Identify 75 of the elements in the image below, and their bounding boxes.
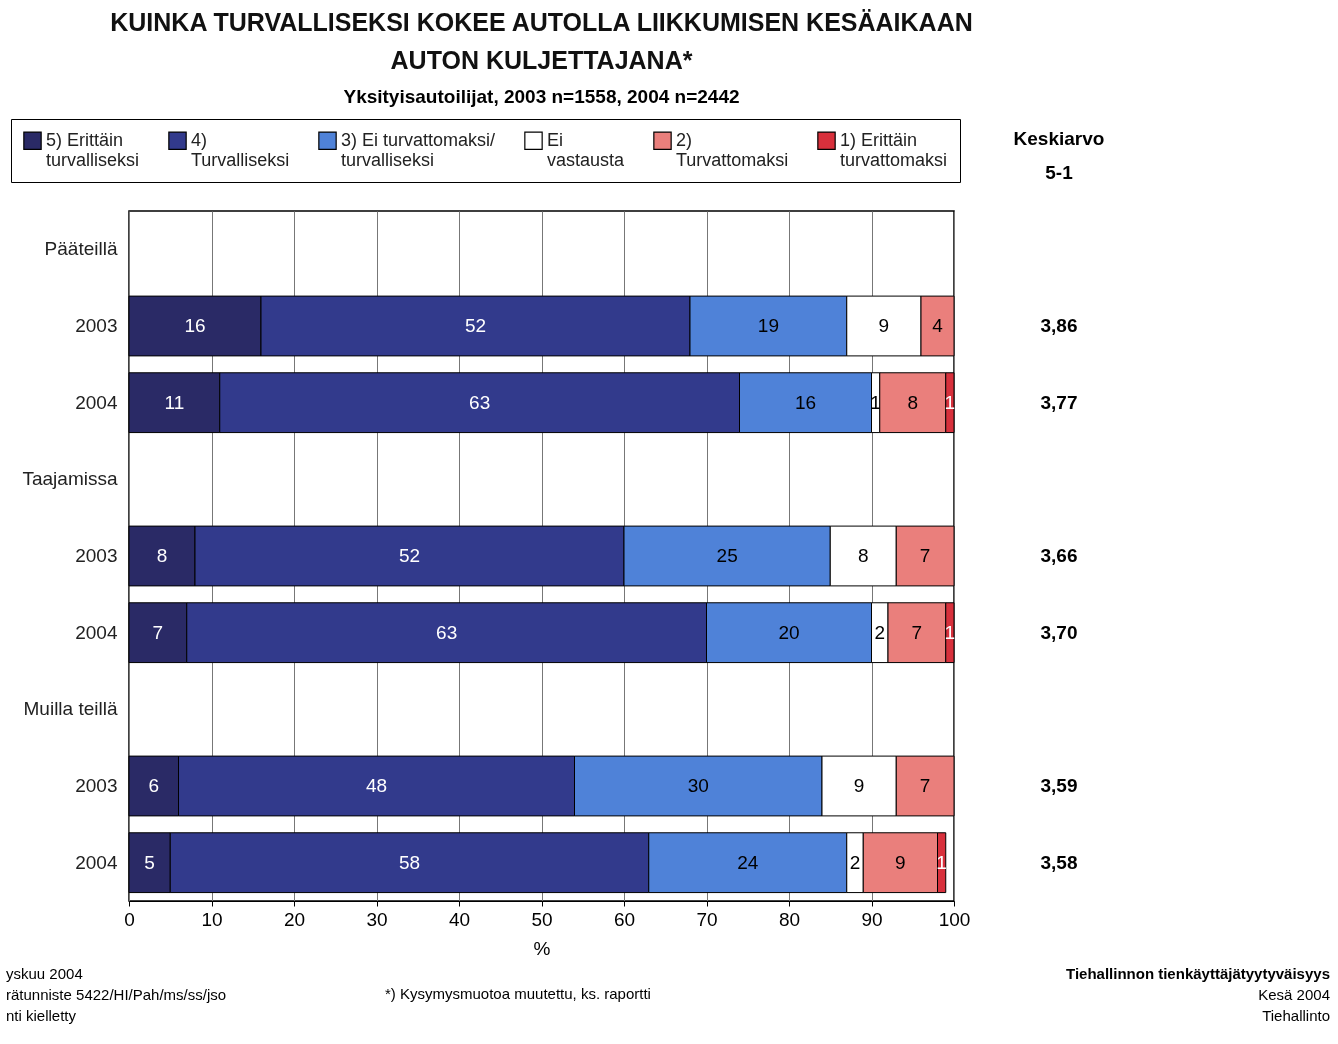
x-tick-label: 50 [531, 908, 553, 930]
y-tick-label: 2004 [75, 391, 118, 413]
data-label: 9 [878, 315, 890, 336]
legend-label: 2) Turvattomaksi [676, 129, 789, 170]
data-label: 1 [944, 391, 956, 413]
data-label: 4 [932, 315, 944, 336]
y-tick-label: 2003 [75, 775, 118, 796]
text: rätunniste 5422/HI/Pah/ms/ss/jso [6, 985, 227, 1005]
legend-label: 5) Erittäin turvalliseksi [46, 129, 140, 170]
text: Tiehallinnon tienkäyttäjätyytyväisyys [1065, 964, 1330, 984]
data-label: 8 [907, 391, 919, 413]
x-tick-label: 30 [366, 908, 388, 930]
data-label: 30 [687, 775, 709, 796]
y-tick-label: 2003 [75, 315, 118, 336]
text: nti kielletty [6, 1006, 78, 1026]
x-tick-label: 70 [696, 908, 718, 930]
data-label: 58 [398, 851, 421, 873]
data-label: 52 [464, 315, 487, 336]
data-label: 25 [716, 545, 738, 566]
data-label: 9 [853, 775, 865, 796]
data-label: 19 [757, 315, 779, 336]
text: 3,66 [1040, 545, 1078, 566]
data-label: 6 [148, 775, 160, 796]
y-tick-label: 2004 [75, 621, 118, 643]
x-tick-label: 60 [613, 908, 636, 930]
x-tick-label: 0 [124, 908, 135, 930]
data-label: 9 [895, 851, 906, 873]
data-label: 63 [436, 621, 458, 643]
data-label: 16 [184, 315, 206, 336]
text: 3,77 [1040, 391, 1078, 413]
data-label: 8 [156, 545, 168, 566]
y-tick-label: 2004 [75, 851, 118, 873]
legend-label: 3) Ei turvattomaksi/turvalliseksi [341, 129, 496, 170]
data-label: 48 [365, 775, 388, 796]
x-tick-label: 40 [448, 908, 471, 930]
x-axis-title: % [533, 937, 551, 959]
data-label: 24 [737, 851, 759, 873]
x-tick-label: 20 [283, 908, 306, 930]
text: Kesä 2004 [1257, 985, 1330, 1005]
x-tick-label: 10 [201, 908, 223, 930]
text: 3,70 [1040, 621, 1078, 643]
text: KUINKA TURVALLISEKSI KOKEE AUTOLLA LIIKKUMISEN KESÄAIKAAN [110, 7, 973, 36]
data-label: 16 [794, 391, 817, 413]
text: *) Kysymysmuotoa muutettu, ks. raportti [385, 985, 651, 1002]
text: 3,59 [1040, 775, 1078, 796]
y-tick-label: 2003 [75, 545, 118, 566]
data-label: 63 [469, 391, 491, 413]
text: 3,86 [1040, 315, 1078, 336]
text: yskuu 2004 [6, 964, 84, 984]
text: 3,58 [1040, 851, 1078, 873]
y-tick-label: Pääteillä [44, 238, 118, 260]
data-label: 1 [944, 621, 956, 643]
data-label: 5 [144, 851, 155, 873]
y-tick-label: Taajamissa [22, 468, 118, 490]
legend-label: 4) Turvalliseksi [191, 129, 290, 170]
x-tick-label: 80 [778, 908, 801, 930]
y-tick-label: Muilla teillä [23, 698, 118, 720]
text: AUTON KULJETTAJANA* [390, 45, 693, 74]
data-label: 52 [398, 545, 421, 566]
data-label: 7 [911, 621, 923, 643]
data-label: 8 [857, 545, 869, 566]
data-label: 7 [919, 775, 931, 796]
data-label: 2 [849, 851, 861, 873]
data-label: 2 [874, 621, 886, 643]
data-label: 7 [919, 545, 931, 566]
legend-label: Ei vastausta [547, 129, 626, 170]
data-label: 11 [164, 391, 185, 413]
data-label: 20 [778, 621, 800, 643]
data-label: 7 [152, 621, 164, 643]
x-tick-label: 100 [938, 908, 971, 930]
chart-subtitle: Yksityisautoilijat, 2003 n=1558, 2004 n=2442 [343, 85, 740, 107]
legend-label: 1) Erittäin turvattomaksi [840, 129, 948, 170]
text: Tiehallinto [1261, 1006, 1330, 1026]
x-tick-label: 90 [861, 908, 883, 930]
text: Keskiarvo 5-1 [1013, 128, 1105, 183]
